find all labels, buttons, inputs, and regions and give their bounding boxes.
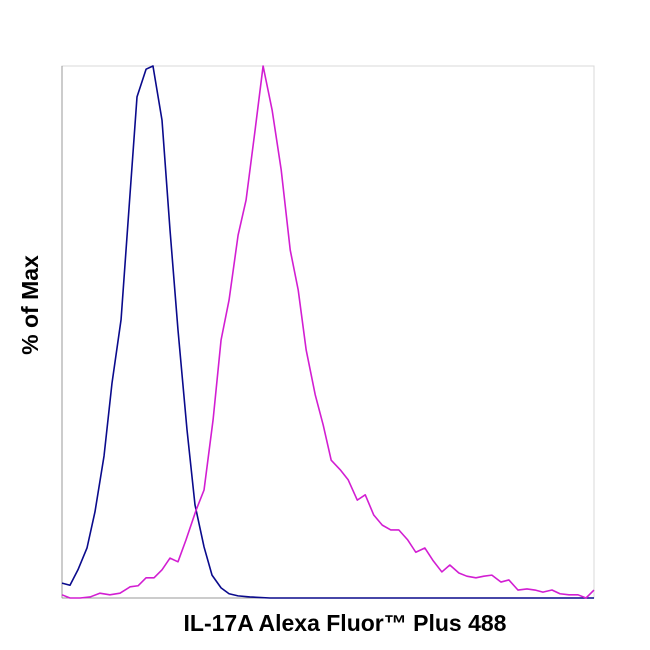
x-axis-label: IL-17A Alexa Fluor™ Plus 488 — [184, 610, 507, 636]
y-axis-label: % of Max — [17, 255, 43, 355]
histogram-line — [61, 65, 594, 599]
histogram-line — [61, 65, 595, 599]
plot-frame — [61, 65, 595, 599]
